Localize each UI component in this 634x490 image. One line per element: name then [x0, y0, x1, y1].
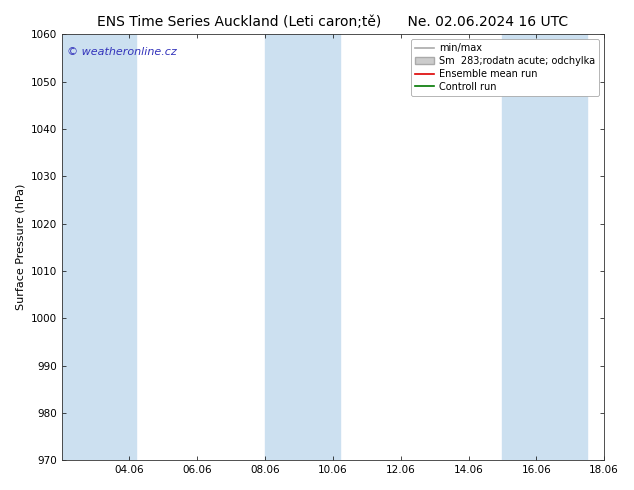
Bar [502, 34, 587, 460]
Y-axis label: Surface Pressure (hPa): Surface Pressure (hPa) [15, 184, 25, 311]
Bar [45, 34, 136, 460]
Title: ENS Time Series Auckland (Leti caron;tě)      Ne. 02.06.2024 16 UTC: ENS Time Series Auckland (Leti caron;tě)… [98, 15, 569, 29]
Legend: min/max, Sm  283;rodatn acute; odchylka, Ensemble mean run, Controll run: min/max, Sm 283;rodatn acute; odchylka, … [411, 39, 599, 96]
Text: © weatheronline.cz: © weatheronline.cz [67, 47, 177, 57]
Bar [265, 34, 340, 460]
